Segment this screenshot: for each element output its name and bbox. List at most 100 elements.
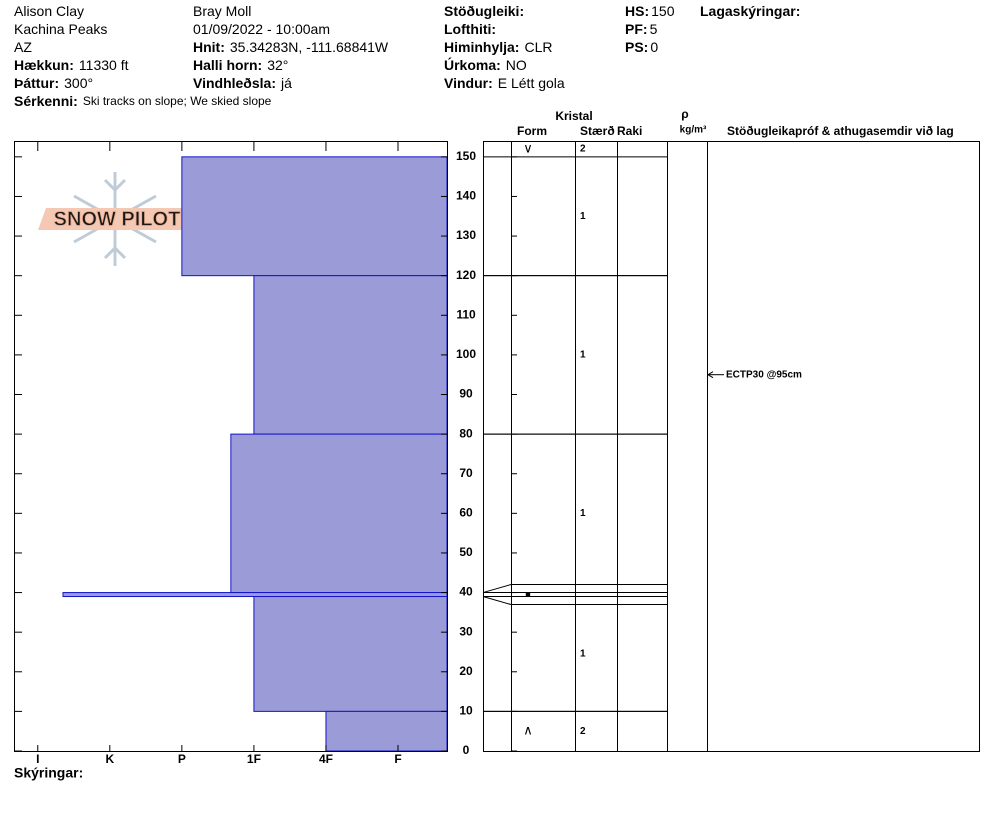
field-label: Halli horn:: [193, 57, 262, 73]
notes-label: Skýringar:: [14, 765, 83, 781]
field-label: PF:: [625, 21, 648, 37]
grain-size: 1: [580, 508, 586, 519]
x-tick-label: 4F: [319, 752, 333, 766]
field-value: NO: [506, 57, 527, 73]
logo-text: SNOW PILOT: [54, 208, 181, 230]
field-label: PS:: [625, 39, 648, 55]
test-arrowhead: [707, 371, 714, 379]
header-field: HS: 150: [625, 3, 675, 19]
field-value: 5: [650, 21, 658, 37]
field-value: 11330 ft: [79, 57, 129, 73]
field-label: Vindur:: [444, 75, 493, 91]
y-tick-label: 30: [459, 624, 473, 638]
header-field: Vindhleðsla: já: [193, 75, 292, 91]
x-tick-label: I: [36, 752, 39, 766]
field-value: 35.34283N, -111.68841W: [230, 39, 389, 55]
field-value: já: [280, 75, 292, 91]
field-label: Þáttur:: [14, 75, 59, 91]
y-tick-label: 10: [459, 704, 473, 718]
field-value: 150: [651, 3, 675, 19]
field-value: 0: [650, 39, 658, 55]
grain-form: ■: [525, 589, 530, 599]
header-field: Lagaskýringar:: [700, 3, 800, 19]
header-field: Sérkenni: Ski tracks on slope; We skied s…: [14, 93, 272, 109]
header-field: Þáttur: 300°: [14, 75, 93, 91]
header-field: Bray Moll: [193, 3, 251, 19]
field-label: Stöðugleiki:: [444, 3, 524, 19]
y-tick-label: 40: [459, 585, 473, 599]
header-field: Himinhylja: CLR: [444, 39, 552, 55]
grain-size: 1: [580, 211, 586, 222]
y-tick-label: 70: [459, 466, 473, 480]
y-tick-label: 130: [456, 228, 476, 242]
field-label: Lofthiti:: [444, 21, 496, 37]
header-field: Stöðugleiki:: [444, 3, 524, 19]
field-value: Bray Moll: [193, 3, 251, 19]
y-tick-label: 90: [459, 387, 473, 401]
header-field: PF: 5: [625, 21, 658, 37]
header-field: Hnit: 35.34283N, -111.68841W: [193, 39, 389, 55]
logo-band: [38, 208, 195, 230]
hardness-bar: [181, 156, 448, 277]
field-value: 300°: [64, 75, 93, 91]
field-label: Lagaskýringar:: [700, 3, 800, 19]
grain-size: 2: [580, 726, 586, 737]
row-connector: [482, 584, 512, 594]
field-label: Hnit:: [193, 39, 225, 55]
header-field: AZ: [14, 39, 32, 55]
row-connector: [482, 596, 512, 606]
header-field: Hækkun: 11330 ft: [14, 57, 129, 73]
y-tick-label: 80: [459, 426, 473, 440]
grain-size: 2: [580, 144, 586, 155]
y-tick-label: 110: [456, 307, 476, 321]
col-header: Raki: [617, 124, 642, 138]
x-tick-label: K: [105, 752, 114, 766]
grain-size: 1: [580, 649, 586, 660]
x-tick-label: F: [394, 752, 401, 766]
header-field: Lofthiti:: [444, 21, 496, 37]
y-tick-label: 150: [456, 149, 476, 163]
grain-size: 1: [580, 350, 586, 361]
grain-form: ∨: [523, 140, 533, 155]
field-value: Alison Clay: [14, 3, 84, 19]
header-field: PS: 0: [625, 39, 658, 55]
y-tick-label: 140: [456, 189, 476, 203]
field-label: Úrkoma:: [444, 56, 501, 73]
col-header: Form: [517, 124, 547, 138]
field-value: AZ: [14, 39, 32, 55]
hardness-bar: [325, 710, 448, 752]
hardness-bar: [253, 275, 448, 435]
field-label: Vindhleðsla:: [193, 75, 276, 91]
hardness-bar: [62, 592, 448, 598]
header-field: Vindur: E Létt gola: [444, 75, 565, 91]
header-field: Halli horn: 32°: [193, 57, 288, 73]
field-value: E Létt gola: [498, 75, 565, 91]
col-header: Stöðugleikapróf & athugasemdir við lag: [727, 124, 954, 138]
col-header: Stærð: [580, 124, 615, 138]
test-label: ECTP30 @95cm: [726, 369, 802, 380]
col-header: Kristal: [555, 109, 592, 123]
y-tick-label: 120: [456, 268, 476, 282]
field-value: CLR: [524, 39, 552, 55]
y-tick-label: 60: [459, 506, 473, 520]
field-value: 32°: [267, 57, 288, 73]
field-value: Kachina Peaks: [14, 21, 107, 37]
header-field: Alison Clay: [14, 3, 84, 19]
field-label: HS:: [625, 3, 649, 19]
header-field: Kachina Peaks: [14, 21, 107, 37]
y-tick-label: 50: [459, 545, 473, 559]
logo: SNOW PILOT: [38, 172, 195, 266]
hardness-bar: [230, 433, 448, 594]
col-header: ρ: [681, 107, 688, 121]
x-tick-label: 1F: [247, 752, 261, 766]
y-tick-label: 100: [456, 347, 476, 361]
col-header: kg/m³: [680, 125, 707, 136]
table-frame: [483, 141, 980, 752]
field-label: Sérkenni:: [14, 93, 78, 109]
header-field: 01/09/2022 - 10:00am: [193, 21, 330, 37]
field-label: Hækkun:: [14, 57, 74, 73]
field-value: 01/09/2022 - 10:00am: [193, 21, 330, 37]
header-field: Úrkoma: NO: [444, 56, 527, 73]
